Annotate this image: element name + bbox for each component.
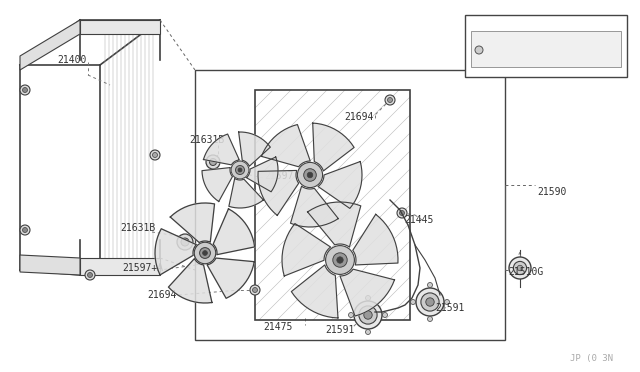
Circle shape	[200, 248, 211, 259]
Circle shape	[231, 161, 249, 179]
Circle shape	[150, 150, 160, 160]
Polygon shape	[282, 224, 331, 276]
Circle shape	[203, 251, 207, 256]
Circle shape	[383, 312, 387, 317]
Polygon shape	[202, 167, 232, 202]
Polygon shape	[204, 134, 239, 165]
Text: JP (0 3N: JP (0 3N	[570, 353, 613, 362]
Circle shape	[206, 155, 220, 169]
Text: 21445: 21445	[404, 215, 433, 225]
Circle shape	[20, 225, 30, 235]
Circle shape	[181, 238, 189, 246]
Polygon shape	[291, 265, 338, 318]
Circle shape	[85, 270, 95, 280]
Circle shape	[238, 168, 242, 172]
Text: 21694: 21694	[344, 112, 374, 122]
Circle shape	[253, 288, 257, 292]
Circle shape	[304, 169, 316, 181]
Circle shape	[365, 295, 371, 301]
Text: 21591: 21591	[325, 325, 355, 335]
Circle shape	[349, 312, 353, 317]
Circle shape	[22, 228, 28, 232]
Bar	[465, 15, 627, 77]
Circle shape	[307, 172, 313, 178]
Text: 21694: 21694	[147, 290, 177, 300]
Text: 21597: 21597	[264, 171, 293, 181]
Circle shape	[397, 208, 407, 218]
Circle shape	[326, 246, 355, 275]
Polygon shape	[20, 20, 80, 70]
Polygon shape	[80, 258, 160, 275]
Circle shape	[445, 299, 449, 305]
Circle shape	[209, 158, 216, 166]
Circle shape	[421, 293, 439, 311]
Circle shape	[354, 301, 382, 329]
Circle shape	[333, 253, 347, 267]
Circle shape	[359, 306, 377, 324]
Polygon shape	[340, 269, 394, 316]
Text: 21400: 21400	[58, 55, 86, 65]
Polygon shape	[80, 20, 160, 34]
Polygon shape	[170, 203, 214, 243]
Polygon shape	[246, 157, 278, 192]
Circle shape	[337, 257, 343, 263]
Polygon shape	[229, 179, 264, 208]
Circle shape	[250, 285, 260, 295]
Polygon shape	[155, 229, 196, 275]
Text: 21597+A: 21597+A	[122, 263, 164, 273]
Polygon shape	[313, 123, 354, 171]
Text: 21631B: 21631B	[120, 223, 156, 233]
Circle shape	[22, 87, 28, 93]
Polygon shape	[353, 214, 398, 265]
Polygon shape	[318, 161, 362, 208]
Text: 21631B: 21631B	[189, 135, 225, 145]
Text: 21510G: 21510G	[508, 267, 543, 277]
Circle shape	[517, 265, 523, 271]
Text: 21475: 21475	[263, 322, 292, 332]
Circle shape	[410, 299, 415, 305]
Circle shape	[194, 242, 216, 264]
Circle shape	[428, 317, 433, 321]
Polygon shape	[213, 209, 255, 255]
Bar	[255, 90, 410, 320]
Circle shape	[236, 166, 244, 174]
Polygon shape	[207, 258, 254, 298]
Text: 21599N: 21599N	[492, 17, 527, 27]
Circle shape	[298, 163, 323, 187]
Text: 21590: 21590	[537, 187, 566, 197]
Circle shape	[509, 257, 531, 279]
Polygon shape	[20, 255, 80, 275]
Polygon shape	[262, 125, 310, 167]
Circle shape	[416, 288, 444, 316]
Circle shape	[152, 153, 157, 157]
Circle shape	[399, 211, 404, 215]
Circle shape	[88, 273, 93, 278]
Circle shape	[513, 262, 527, 275]
Polygon shape	[168, 259, 212, 303]
Circle shape	[364, 311, 372, 319]
Circle shape	[428, 282, 433, 288]
Polygon shape	[291, 186, 339, 227]
Circle shape	[20, 85, 30, 95]
Circle shape	[475, 46, 483, 54]
Circle shape	[385, 95, 395, 105]
Circle shape	[365, 330, 371, 334]
Polygon shape	[308, 202, 361, 247]
Circle shape	[426, 298, 434, 306]
Polygon shape	[258, 170, 299, 215]
Bar	[471, 31, 621, 67]
Bar	[195, 70, 505, 340]
Polygon shape	[239, 132, 270, 166]
Circle shape	[177, 234, 193, 250]
Text: 21591: 21591	[435, 303, 465, 313]
Circle shape	[387, 97, 392, 103]
